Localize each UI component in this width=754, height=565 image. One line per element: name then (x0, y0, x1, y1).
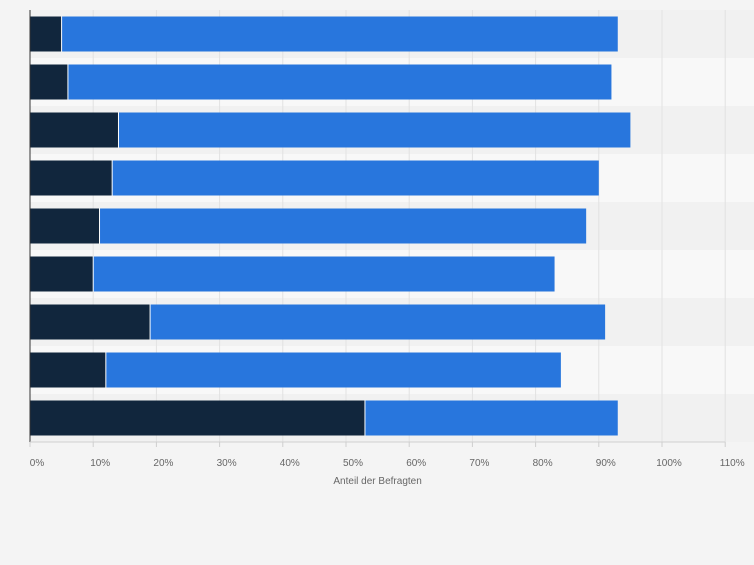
x-tick-label: 30% (217, 458, 237, 469)
bar-series-0 (30, 400, 365, 436)
bar-series-1 (61, 16, 618, 52)
bar-series-1 (99, 208, 587, 244)
x-tick-label: 100% (656, 458, 682, 469)
x-tick-label: 110% (720, 458, 745, 469)
bar-series-1 (150, 304, 606, 340)
bar-series-0 (30, 304, 151, 340)
bar-series-0 (30, 160, 113, 196)
bar-series-1 (93, 256, 555, 292)
bar-series-1 (364, 400, 618, 436)
bar-series-0 (30, 16, 62, 52)
bar-series-0 (30, 208, 100, 244)
x-tick-label: 70% (469, 458, 489, 469)
x-tick-label: 0% (30, 458, 45, 469)
bar-series-1 (67, 64, 612, 100)
x-tick-label: 50% (343, 458, 363, 469)
x-tick-label: 90% (596, 458, 616, 469)
bar-series-0 (30, 352, 106, 388)
x-tick-label: 60% (406, 458, 426, 469)
bar-series-0 (30, 256, 94, 292)
bar-series-1 (112, 160, 599, 196)
bar-series-0 (30, 112, 119, 148)
x-tick-label: 80% (533, 458, 553, 469)
x-tick-label: 10% (90, 458, 110, 469)
bar-series-0 (30, 64, 68, 100)
x-axis-title: Anteil der Befragten (333, 476, 421, 487)
x-tick-label: 20% (153, 458, 173, 469)
x-tick-label: 40% (280, 458, 300, 469)
bar-series-1 (105, 352, 561, 388)
bar-series-1 (118, 112, 631, 148)
